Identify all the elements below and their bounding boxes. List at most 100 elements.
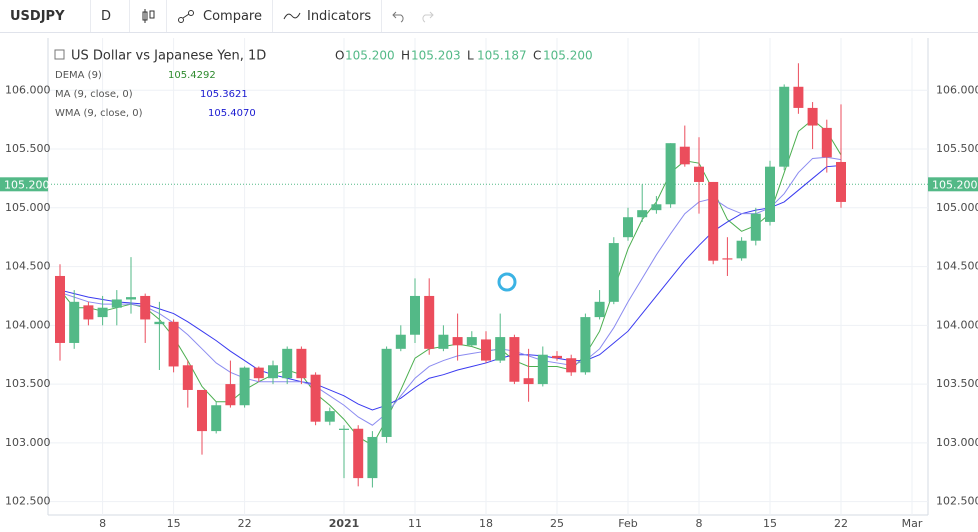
y-tick-label-right: 104.000 bbox=[936, 318, 978, 331]
indicators-button[interactable]: Indicators bbox=[273, 0, 383, 32]
ohlc-value: 105.187 bbox=[477, 49, 527, 63]
ohlc-key: L bbox=[467, 49, 474, 63]
x-tick-label: 15 bbox=[763, 517, 777, 530]
candle-body bbox=[126, 297, 136, 300]
candle-body bbox=[537, 354, 548, 385]
collapse-icon bbox=[54, 49, 65, 60]
candle-body bbox=[140, 295, 151, 320]
candle-body bbox=[83, 305, 94, 320]
candle-body bbox=[55, 275, 65, 343]
indicator-value: 105.4292 bbox=[168, 70, 216, 81]
candle-body bbox=[466, 337, 477, 346]
candle-body bbox=[651, 204, 662, 211]
symbol[interactable]: USDJPY bbox=[0, 0, 91, 32]
x-tick-label: 8 bbox=[99, 517, 106, 530]
chart-title: US Dollar vs Japanese Yen, 1D bbox=[71, 49, 266, 64]
ohlc-key: O bbox=[335, 49, 344, 63]
candle-body bbox=[608, 243, 619, 302]
candle-body bbox=[779, 86, 790, 167]
price-label-bg bbox=[928, 177, 978, 192]
candle-body bbox=[452, 337, 463, 346]
undo-icon[interactable] bbox=[392, 9, 406, 23]
candle-body bbox=[807, 107, 818, 126]
candle-body bbox=[552, 355, 562, 359]
y-tick-label: 105.500 bbox=[5, 142, 51, 155]
candle-body bbox=[154, 321, 165, 325]
candle-body bbox=[324, 411, 335, 422]
loading-spinner bbox=[497, 272, 517, 292]
ohlc-key: H bbox=[401, 49, 410, 63]
y-tick-label-right: 105.500 bbox=[936, 142, 978, 155]
candle-body bbox=[339, 428, 349, 430]
chart-style[interactable] bbox=[130, 0, 167, 32]
candle-body bbox=[395, 334, 406, 349]
y-tick-label: 104.000 bbox=[5, 318, 51, 331]
candle-body bbox=[736, 240, 747, 259]
indicators-label: Indicators bbox=[306, 8, 372, 24]
candle-icon bbox=[142, 9, 155, 23]
grid: 102.500 102.500 103.000 103.000 103.500 103.5… bbox=[5, 38, 978, 530]
y-tick-label: 105.000 bbox=[5, 201, 51, 214]
candle-body bbox=[679, 146, 690, 165]
candle-body bbox=[253, 367, 264, 379]
interval[interactable]: D bbox=[91, 0, 130, 32]
candle-body bbox=[367, 436, 378, 479]
candle-body bbox=[168, 321, 179, 367]
redo-icon[interactable] bbox=[420, 9, 434, 23]
candle-body bbox=[623, 217, 633, 238]
y-tick-label-right: 103.000 bbox=[936, 436, 978, 449]
indicator-value: 105.3621 bbox=[200, 89, 248, 100]
candle-body bbox=[424, 295, 435, 349]
candle-body bbox=[481, 339, 491, 361]
candle-body bbox=[765, 166, 775, 222]
candle-body bbox=[111, 299, 122, 308]
candle-body bbox=[495, 337, 506, 361]
candle-body bbox=[566, 358, 577, 373]
undo-redo bbox=[382, 0, 444, 32]
candle-body bbox=[69, 301, 80, 343]
candle-body bbox=[410, 295, 420, 335]
candle-body bbox=[836, 161, 846, 202]
candle-body bbox=[708, 181, 719, 261]
y-tick-label: 103.000 bbox=[5, 436, 51, 449]
compare-button[interactable]: Compare bbox=[167, 0, 273, 32]
indicator-name: DEMA (9) bbox=[55, 70, 102, 81]
indicator-name: WMA (9, close, 0) bbox=[55, 108, 143, 119]
candle-body bbox=[182, 365, 193, 390]
candle-body bbox=[580, 317, 591, 373]
x-tick-label: 8 bbox=[696, 517, 703, 530]
y-tick-label: 102.500 bbox=[5, 495, 51, 508]
candle-body bbox=[282, 348, 293, 379]
indicators-icon bbox=[283, 12, 301, 20]
ohlc-key: C bbox=[533, 49, 541, 63]
price-label-bg bbox=[0, 177, 48, 192]
candle-body bbox=[97, 307, 108, 318]
y-tick-label: 104.500 bbox=[5, 260, 51, 273]
candle-body bbox=[225, 384, 236, 406]
x-tick-label: 25 bbox=[550, 517, 564, 530]
candle-body bbox=[381, 348, 392, 437]
y-tick-label-right: 106.000 bbox=[936, 83, 978, 96]
ohlc-value: 105.200 bbox=[345, 49, 395, 63]
y-tick-label-right: 103.500 bbox=[936, 377, 978, 390]
candle-body bbox=[197, 389, 207, 432]
candle-body bbox=[694, 166, 704, 182]
y-tick-label-right: 105.000 bbox=[936, 201, 978, 214]
candle-body bbox=[665, 143, 676, 205]
candle-body bbox=[750, 213, 761, 241]
x-tick-label: 18 bbox=[479, 517, 493, 530]
y-tick-label: 103.500 bbox=[5, 377, 51, 390]
compare-icon bbox=[178, 10, 194, 23]
legend: US Dollar vs Japanese Yen, 1D O 105.200 H 10… bbox=[54, 49, 593, 119]
candle-body bbox=[310, 374, 321, 422]
candle-body bbox=[722, 258, 733, 260]
x-tick-label: 2021 bbox=[329, 517, 360, 530]
x-tick-label: 11 bbox=[408, 517, 422, 530]
compare-label: Compare bbox=[203, 8, 262, 24]
candle-body bbox=[239, 367, 250, 406]
candle-body bbox=[353, 428, 364, 479]
marks: 105.200 105.200 bbox=[0, 63, 978, 488]
candle-body bbox=[793, 86, 804, 108]
y-tick-label: 106.000 bbox=[5, 83, 51, 96]
